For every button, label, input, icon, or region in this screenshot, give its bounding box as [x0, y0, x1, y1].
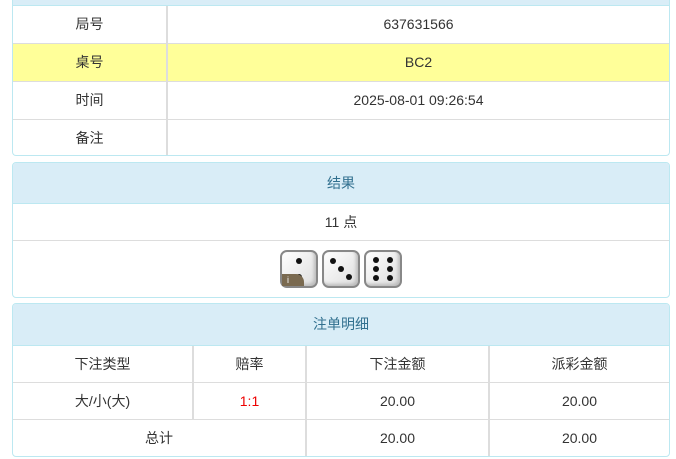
round-number: 637631566: [166, 6, 669, 43]
bet-details-panel: 注单明细 下注类型 赔率 下注金额 派彩金额 大/小(大) 1:1 20.00 20.00 …: [12, 303, 670, 457]
result-panel: 结果 11 点 i: [12, 162, 670, 298]
bet-type: 大/小(大): [13, 381, 193, 419]
info-badge-icon[interactable]: i: [282, 274, 304, 286]
die-pip: [330, 258, 336, 264]
remark-value: [166, 118, 669, 155]
total-label: 总计: [13, 418, 306, 456]
die-3: [322, 250, 360, 288]
time-value: 2025-08-01 09:26:54: [166, 80, 669, 119]
die-pip: [387, 257, 393, 263]
die-pip: [373, 275, 379, 281]
panel-header: [13, 0, 669, 6]
odds: 1:1: [192, 381, 306, 419]
round-info-table: 局号 637631566 桌号 BC2 时间 2025-08-01 09:26:54 …: [13, 6, 669, 155]
die-pip: [338, 266, 344, 272]
die-6: [364, 250, 402, 288]
result-points: 11 点: [324, 214, 358, 230]
result-title: 结果: [13, 163, 669, 204]
header-payout: 派彩金额: [488, 346, 669, 382]
die-2: i: [280, 250, 318, 288]
bet-amount: 20.00: [305, 381, 489, 419]
header-bet-type: 下注类型: [74, 355, 131, 372]
die-pip: [387, 266, 393, 272]
label-table: 桌号: [13, 42, 167, 81]
total-row: 总计 20.00 20.00: [13, 418, 669, 456]
label-time: 时间: [13, 80, 167, 119]
table-row: 大/小(大) 1:1 20.00 20.00: [13, 381, 669, 419]
total-amount: 20.00: [305, 418, 489, 456]
die-pip: [296, 258, 302, 264]
payout: 20.00: [488, 381, 669, 419]
label-remark: 备注: [13, 118, 167, 155]
dice-row: i: [13, 240, 669, 297]
table-number: BC2: [166, 42, 669, 81]
header-bet-amount: 下注金额: [305, 346, 489, 382]
die-pip: [387, 275, 393, 281]
die-pip: [346, 274, 352, 280]
total-payout: 20.00: [488, 418, 669, 456]
label-round: 局号: [75, 16, 104, 33]
round-info-panel: 局号 637631566 桌号 BC2 时间 2025-08-01 09:26:54 …: [12, 0, 670, 156]
die-pip: [373, 266, 379, 272]
die-pip: [373, 257, 379, 263]
bet-details-title: 注单明细: [13, 304, 669, 346]
bet-table: 下注类型 赔率 下注金额 派彩金额 大/小(大) 1:1 20.00 20.00 总计 20.…: [13, 346, 669, 456]
header-odds: 赔率: [192, 346, 306, 382]
